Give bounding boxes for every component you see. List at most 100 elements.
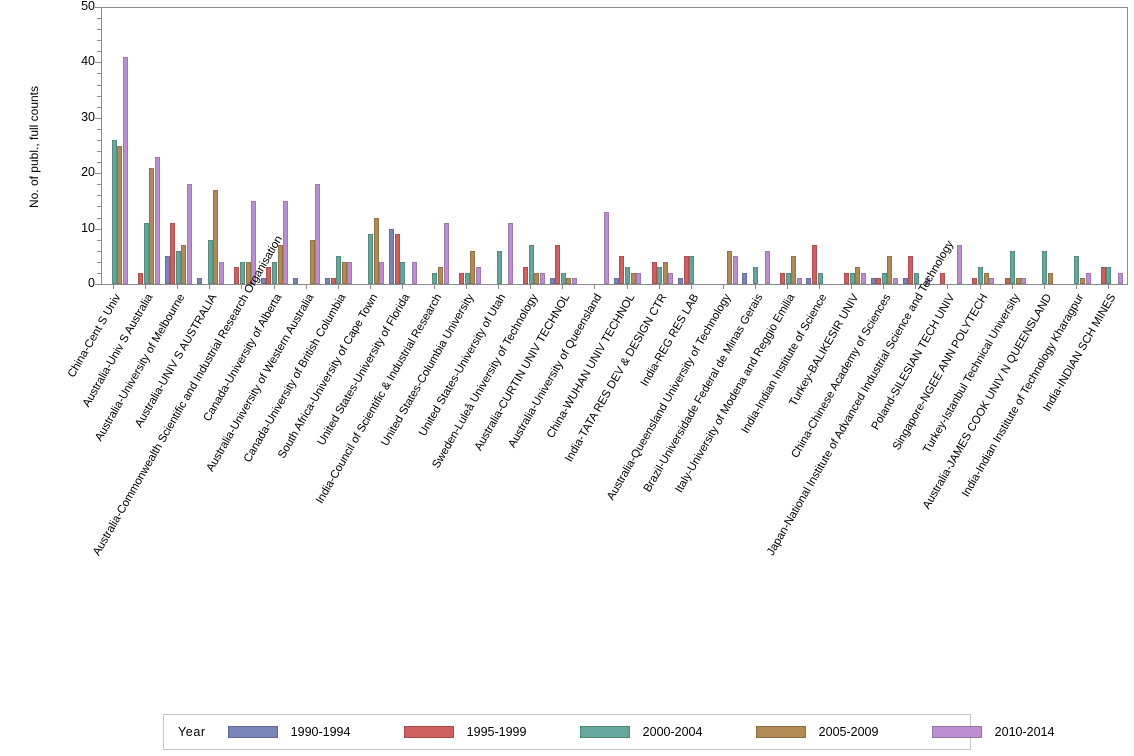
bar[interactable]	[175, 250, 181, 284]
bar[interactable]	[539, 272, 545, 284]
bar[interactable]	[844, 272, 850, 284]
bar[interactable]	[207, 239, 213, 284]
bar[interactable]	[860, 272, 866, 284]
legend-entry[interactable]: 1990-1994	[227, 725, 396, 739]
bar[interactable]	[555, 245, 561, 284]
bar[interactable]	[239, 261, 245, 284]
bar[interactable]	[855, 267, 861, 284]
bar[interactable]	[432, 272, 438, 284]
bar[interactable]	[438, 267, 444, 284]
bar[interactable]	[806, 278, 812, 284]
bar[interactable]	[604, 211, 610, 284]
bar[interactable]	[1047, 272, 1053, 284]
bar[interactable]	[785, 272, 791, 284]
bar[interactable]	[496, 250, 502, 284]
bar[interactable]	[940, 272, 946, 284]
bar[interactable]	[668, 272, 674, 284]
bar[interactable]	[753, 267, 759, 284]
legend-entry[interactable]: 2005-2009	[755, 725, 924, 739]
bar[interactable]	[260, 278, 266, 284]
bar[interactable]	[470, 250, 476, 284]
bar[interactable]	[913, 272, 919, 284]
bar[interactable]	[149, 167, 155, 284]
bar[interactable]	[1074, 256, 1080, 284]
bar[interactable]	[181, 245, 187, 284]
bar[interactable]	[277, 245, 283, 284]
bar[interactable]	[662, 261, 668, 284]
bar[interactable]	[881, 272, 887, 284]
bar[interactable]	[347, 261, 353, 284]
bar[interactable]	[1079, 278, 1085, 284]
bar[interactable]	[1085, 272, 1091, 284]
bar[interactable]	[464, 272, 470, 284]
bar[interactable]	[443, 223, 449, 284]
bar[interactable]	[341, 261, 347, 284]
bar[interactable]	[368, 234, 374, 284]
bar[interactable]	[636, 272, 642, 284]
bar[interactable]	[560, 272, 566, 284]
bar[interactable]	[245, 261, 251, 284]
bar[interactable]	[619, 256, 625, 284]
bar[interactable]	[689, 256, 695, 284]
bar[interactable]	[122, 56, 128, 284]
bar[interactable]	[154, 156, 160, 284]
bar[interactable]	[138, 272, 144, 284]
bar[interactable]	[957, 245, 963, 284]
bar[interactable]	[315, 184, 321, 284]
bar[interactable]	[566, 278, 572, 284]
bar[interactable]	[796, 278, 802, 284]
bar[interactable]	[1042, 250, 1048, 284]
bar[interactable]	[1021, 278, 1027, 284]
bar[interactable]	[625, 267, 631, 284]
bar[interactable]	[400, 261, 406, 284]
bar[interactable]	[111, 139, 117, 284]
bar[interactable]	[630, 272, 636, 284]
bar[interactable]	[475, 267, 481, 284]
bar[interactable]	[683, 256, 689, 284]
bar[interactable]	[251, 200, 257, 284]
bar[interactable]	[657, 267, 663, 284]
bar[interactable]	[742, 272, 748, 284]
bar[interactable]	[394, 234, 400, 284]
bar[interactable]	[272, 261, 277, 284]
bar[interactable]	[972, 278, 978, 284]
bar[interactable]	[1100, 267, 1106, 284]
legend-entry[interactable]: 1995-1999	[403, 725, 572, 739]
bar[interactable]	[613, 278, 619, 284]
bar[interactable]	[1010, 250, 1016, 284]
bar[interactable]	[196, 278, 202, 284]
bar[interactable]	[234, 267, 240, 284]
bar[interactable]	[732, 256, 738, 284]
bar[interactable]	[849, 272, 855, 284]
bar[interactable]	[534, 272, 540, 284]
legend-entry[interactable]: 2000-2004	[579, 725, 748, 739]
bar[interactable]	[764, 250, 770, 284]
bar[interactable]	[908, 256, 914, 284]
bar[interactable]	[887, 256, 893, 284]
bar[interactable]	[902, 278, 908, 284]
bar[interactable]	[651, 261, 657, 284]
bar[interactable]	[266, 267, 272, 284]
bar[interactable]	[292, 278, 298, 284]
bar[interactable]	[791, 256, 797, 284]
bar[interactable]	[523, 267, 529, 284]
bar[interactable]	[779, 272, 785, 284]
bar[interactable]	[925, 278, 931, 284]
bar[interactable]	[458, 272, 464, 284]
bar[interactable]	[389, 228, 395, 284]
bar[interactable]	[117, 145, 123, 284]
bar[interactable]	[1106, 267, 1112, 284]
bar[interactable]	[186, 184, 192, 284]
bar[interactable]	[876, 278, 882, 284]
bar[interactable]	[283, 200, 289, 284]
bar[interactable]	[411, 261, 417, 284]
bar[interactable]	[572, 278, 578, 284]
bar[interactable]	[336, 256, 342, 284]
bar[interactable]	[817, 272, 823, 284]
bar[interactable]	[143, 223, 149, 284]
bar[interactable]	[528, 245, 534, 284]
bar[interactable]	[812, 245, 817, 284]
bar[interactable]	[1015, 278, 1021, 284]
bar[interactable]	[507, 223, 513, 284]
bar[interactable]	[325, 278, 330, 284]
